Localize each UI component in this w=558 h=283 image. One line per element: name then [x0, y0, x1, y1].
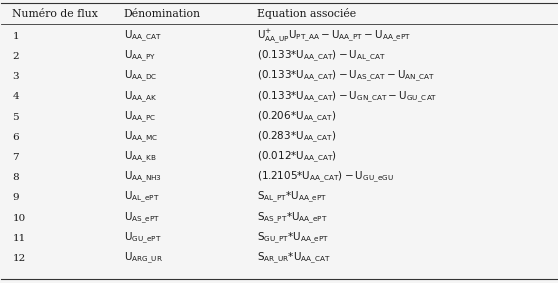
Text: $\mathrm{U_{AA\_UP}^{+}U_{PT\_AA}-U_{AA\_PT}-U_{AA\_ePT}}$: $\mathrm{U_{AA\_UP}^{+}U_{PT\_AA}-U_{AA\… [257, 28, 411, 45]
Text: 6: 6 [12, 133, 19, 142]
Text: $\mathrm{U_{AA\_MC}}$: $\mathrm{U_{AA\_MC}}$ [123, 130, 158, 145]
Text: 11: 11 [12, 234, 26, 243]
Text: $\mathrm{(0.133{*}U_{AA\_CAT})-U_{AS\_CAT}-U_{AN\_CAT}}$: $\mathrm{(0.133{*}U_{AA\_CAT})-U_{AS\_CA… [257, 69, 435, 84]
Text: $\mathrm{U_{AA\_AK}}$: $\mathrm{U_{AA\_AK}}$ [123, 89, 157, 104]
Text: $\mathrm{U_{AS\_ePT}}$: $\mathrm{U_{AS\_ePT}}$ [123, 210, 160, 226]
Text: $\mathrm{U_{AA\_NH3}}$: $\mathrm{U_{AA\_NH3}}$ [123, 170, 161, 185]
Text: $\mathrm{(1.2105{*}U_{AA\_CAT})-U_{GU\_eGU}}$: $\mathrm{(1.2105{*}U_{AA\_CAT})-U_{GU\_e… [257, 170, 393, 185]
Text: $\mathrm{(0.206{*}U_{AA\_CAT})}$: $\mathrm{(0.206{*}U_{AA\_CAT})}$ [257, 110, 336, 125]
Text: 3: 3 [12, 72, 19, 81]
Text: 8: 8 [12, 173, 19, 182]
Text: $\mathrm{U_{AA\_KB}}$: $\mathrm{U_{AA\_KB}}$ [123, 150, 156, 165]
Text: 2: 2 [12, 52, 19, 61]
Text: 5: 5 [12, 113, 19, 122]
Text: $\mathrm{(0.012{*}U_{AA\_CAT})}$: $\mathrm{(0.012{*}U_{AA\_CAT})}$ [257, 150, 337, 165]
Text: $\mathrm{U_{AA\_CAT}}$: $\mathrm{U_{AA\_CAT}}$ [123, 29, 161, 44]
Text: 9: 9 [12, 193, 19, 202]
Text: Dénomination: Dénomination [123, 9, 200, 19]
Text: $\mathrm{S_{GU\_PT}{*}U_{AA\_ePT}}$: $\mathrm{S_{GU\_PT}{*}U_{AA\_ePT}}$ [257, 231, 329, 246]
Text: $\mathrm{U_{ARG\_UR}}$: $\mathrm{U_{ARG\_UR}}$ [123, 251, 162, 266]
Text: $\mathrm{U_{AL\_ePT}}$: $\mathrm{U_{AL\_ePT}}$ [123, 190, 159, 205]
Text: 1: 1 [12, 32, 19, 41]
Text: $\mathrm{U_{AA\_PY}}$: $\mathrm{U_{AA\_PY}}$ [123, 49, 156, 64]
Text: 12: 12 [12, 254, 26, 263]
Text: $\mathrm{(0.133{*}U_{AA\_CAT})-U_{GN\_CAT}-U_{GU\_CAT}}$: $\mathrm{(0.133{*}U_{AA\_CAT})-U_{GN\_CA… [257, 89, 437, 104]
Text: $\mathrm{U_{AA\_DC}}$: $\mathrm{U_{AA\_DC}}$ [123, 69, 157, 84]
Text: $\mathrm{(0.133{*}U_{AA\_CAT})-U_{AL\_CAT}}$: $\mathrm{(0.133{*}U_{AA\_CAT})-U_{AL\_CA… [257, 49, 386, 64]
Text: $\mathrm{S_{AL\_PT}{*}U_{AA\_ePT}}$: $\mathrm{S_{AL\_PT}{*}U_{AA\_ePT}}$ [257, 190, 327, 205]
Text: $\mathrm{S_{AR\_UR}{*}U_{AA\_CAT}}$: $\mathrm{S_{AR\_UR}{*}U_{AA\_CAT}}$ [257, 251, 330, 266]
Text: $\mathrm{S_{AS\_PT}{*}U_{AA\_ePT}}$: $\mathrm{S_{AS\_PT}{*}U_{AA\_ePT}}$ [257, 210, 328, 226]
Text: 10: 10 [12, 213, 26, 222]
Text: Numéro de flux: Numéro de flux [12, 9, 98, 19]
Text: $\mathrm{(0.283{*}U_{AA\_CAT})}$: $\mathrm{(0.283{*}U_{AA\_CAT})}$ [257, 130, 336, 145]
Text: $\mathrm{U_{GU\_ePT}}$: $\mathrm{U_{GU\_ePT}}$ [123, 231, 161, 246]
Text: 4: 4 [12, 93, 19, 101]
Text: $\mathrm{U_{AA\_PC}}$: $\mathrm{U_{AA\_PC}}$ [123, 110, 156, 125]
Text: 7: 7 [12, 153, 19, 162]
Text: Equation associée: Equation associée [257, 8, 356, 20]
